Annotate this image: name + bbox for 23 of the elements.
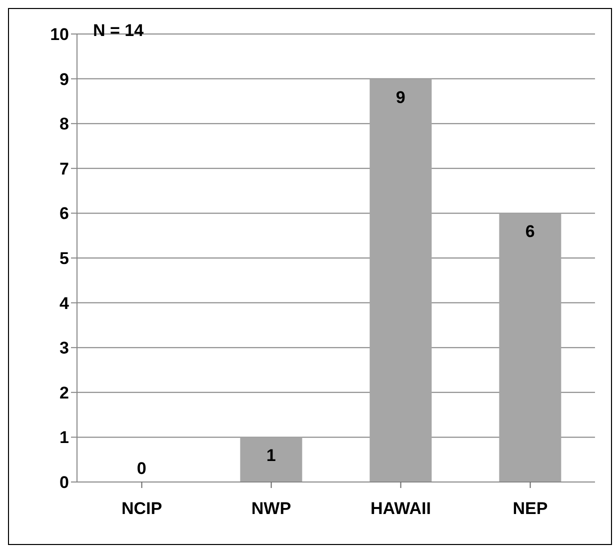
data-label: 0 [136, 459, 146, 478]
x-tick-label: NWP [251, 499, 292, 518]
y-tick-label: 7 [60, 159, 69, 178]
y-tick-label: 3 [60, 338, 69, 358]
data-label: 1 [266, 446, 276, 466]
bar [370, 78, 432, 482]
y-tick-label: 1 [60, 428, 69, 448]
y-tick-label: 0 [60, 473, 69, 492]
x-tick-label: NCIP [121, 499, 162, 518]
y-tick-label: 2 [60, 383, 69, 402]
bar [240, 437, 302, 482]
data-label: 6 [525, 222, 535, 242]
y-tick-label: 9 [60, 70, 69, 89]
y-tick-label: 8 [60, 114, 69, 134]
y-tick-label: 4 [60, 294, 70, 313]
y-tick-label: 10 [50, 25, 69, 44]
data-label: 9 [396, 88, 406, 107]
x-tick-label: HAWAII [370, 499, 431, 518]
x-tick-label: NEP [512, 499, 548, 518]
bar [499, 213, 562, 482]
y-tick-label: 5 [60, 249, 69, 268]
annotation: N = 14 [93, 21, 144, 41]
y-tick-label: 6 [60, 204, 69, 224]
